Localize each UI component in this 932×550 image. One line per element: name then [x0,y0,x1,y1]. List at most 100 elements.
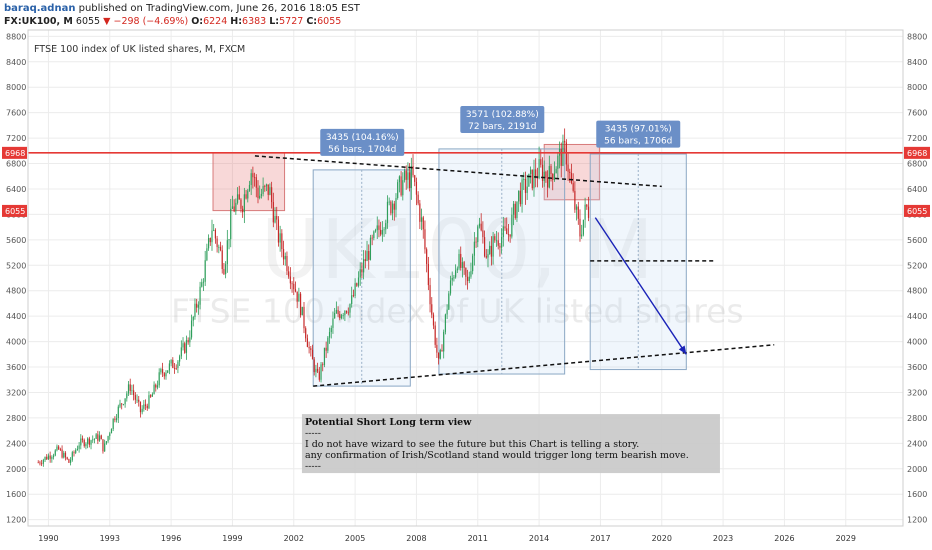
candle-body [460,253,462,268]
candle-body [410,166,412,189]
candle-body [318,371,320,380]
candle-body [247,190,249,199]
candle-body [344,310,346,316]
candle-body [330,327,332,333]
candle-body [587,206,590,218]
candle-body [81,438,84,440]
candle-body [579,218,581,237]
candle-body [194,303,196,318]
y-tick-left: 4800 [6,287,26,296]
arrow-head-icon [678,345,687,355]
candle-body [119,403,121,407]
candle-body [221,250,223,270]
candle-body [463,262,465,268]
candle-body [374,230,377,232]
candle-body [69,459,72,463]
candle-body [92,439,94,441]
candle-body [177,361,179,369]
candle-body [64,452,67,458]
candle-body [356,283,358,286]
candle-body [269,187,271,195]
candle-body [328,332,331,338]
candle-body [110,429,113,434]
y-tick-left: 5200 [6,261,26,270]
x-tick: 1996 [161,534,181,543]
range-box [212,152,286,212]
candle-body [150,395,152,397]
price-tag-left [2,146,27,159]
y-tick-right: 7200 [907,134,927,143]
candle-body [472,255,474,272]
candle-body [95,434,97,439]
candle-body [340,315,343,319]
note-line: Potential Short Long term view [305,417,472,428]
candle-body [136,399,138,401]
candle-body [538,159,540,179]
candle-body [138,399,140,402]
candle-body [470,271,472,277]
candle-body [185,340,188,353]
candle-body [518,190,520,202]
candle-body [148,395,150,409]
candle-body [182,343,184,348]
candle-body [274,215,276,223]
note-box: Potential Short Long term view-----I do … [301,414,720,474]
candle-body [339,314,341,319]
candle-body [313,359,315,373]
x-tick: 2008 [406,534,426,543]
y-tick-right: 1600 [907,490,927,499]
candle-body [306,338,309,347]
author-link[interactable]: baraq.adnan [4,3,76,14]
candle-body [41,463,43,465]
candle-body [332,318,334,328]
candle-body [98,435,101,441]
y-tick-right: 6800 [907,160,927,169]
chart-title: FTSE 100 index of UK listed shares, M, F… [34,44,245,55]
candle-body [453,277,455,279]
candle-body [85,443,87,447]
candle-body [73,452,75,454]
candle-body [68,459,70,463]
candle-body [437,352,440,359]
ohlc-line: FX:UK100, M 6055 ▼ −298 (−4.69%) O:6224 … [4,16,341,27]
last-price: 6055 [75,16,101,27]
candle-body [543,171,545,182]
candle-body [112,418,114,430]
candlesticks [37,128,590,467]
publish-text: published on TradingView.com, June 26, 2… [75,3,360,14]
note-line: any confirmation of Irish/Scotland stand… [305,450,689,461]
candle-body [294,289,297,292]
candle-body [310,348,312,350]
candle-body [495,240,498,242]
candle-body [466,276,469,281]
candle-body [196,303,198,308]
candle-body [357,277,360,286]
candle-body [385,223,387,230]
y-tick-right: 4800 [907,287,927,296]
candle-body [494,236,496,241]
candle-body [284,256,286,260]
candle-body [535,169,537,178]
trend-line [254,155,662,188]
price-tag-left [2,204,27,217]
candle-body [572,182,574,191]
y-tick-left: 4400 [6,312,26,321]
candle-body [536,177,538,179]
candle-body [363,259,365,273]
candle-body [560,149,562,166]
candle-body [373,231,375,239]
candle-body [168,363,171,371]
candle-body [206,248,208,261]
candle-body [44,456,46,460]
candle-body [521,179,523,205]
candle-body [369,237,372,260]
candle-body [216,238,218,248]
candle-body [511,214,513,237]
note-line: ----- [305,461,321,472]
candle-body [417,194,419,204]
candle-body [327,337,329,351]
candle-body [456,268,458,271]
candle-body [279,233,281,243]
candle-body [502,226,504,237]
